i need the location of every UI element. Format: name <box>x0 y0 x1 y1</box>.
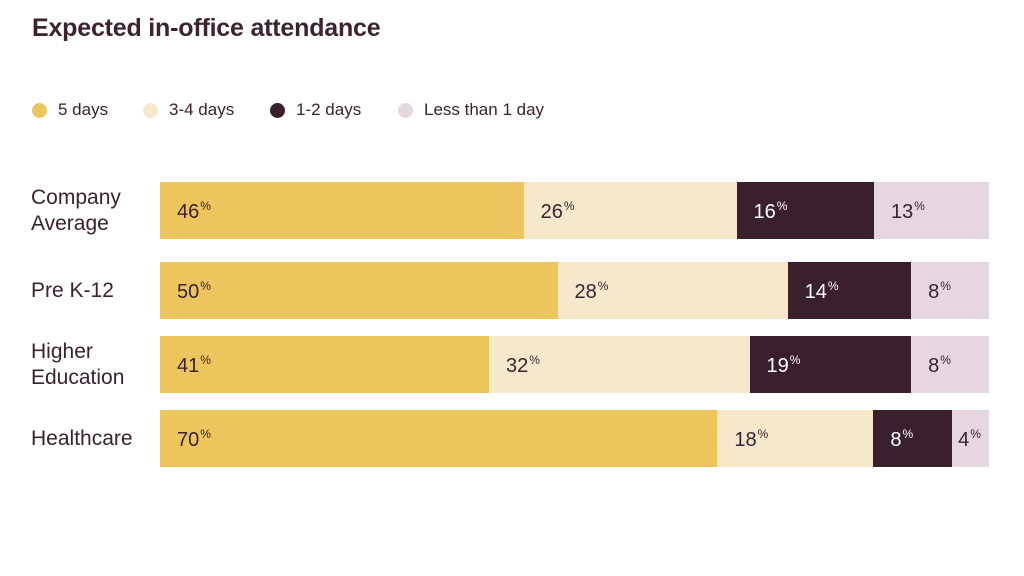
data-label: 50% <box>177 280 211 302</box>
data-label-unit: % <box>914 198 925 213</box>
bar-segment: 4% <box>952 410 989 467</box>
bar-segment: 13% <box>874 182 989 239</box>
data-label-value: 28 <box>574 280 597 303</box>
data-label: 41% <box>177 354 211 376</box>
category-label: Pre K-12 <box>31 278 114 302</box>
data-label-value: 32 <box>506 354 529 377</box>
data-label: 16% <box>754 200 788 222</box>
legend-label: Less than 1 day <box>424 100 545 119</box>
data-label-unit: % <box>529 352 540 367</box>
bar-segment: 70% <box>160 410 718 467</box>
data-label-unit: % <box>970 426 981 441</box>
data-label-value: 19 <box>766 354 789 377</box>
bar-segment: 50% <box>160 262 558 319</box>
legend-label: 3-4 days <box>169 100 235 119</box>
bar-segment: 28% <box>557 262 788 319</box>
data-label: 46% <box>177 200 211 222</box>
legend-item-1-2-days: 1-2 days <box>270 98 361 122</box>
data-label-unit: % <box>757 426 769 441</box>
bar-row: 50% 28% 14% 8% <box>160 262 989 319</box>
data-label-unit: % <box>776 198 788 213</box>
legend-item-5-days: 5 days <box>32 98 108 122</box>
data-label-unit: % <box>200 352 211 367</box>
data-label-unit: % <box>200 426 211 441</box>
data-label-unit: % <box>597 278 609 293</box>
legend-item-3-4-days: 3-4 days <box>143 98 234 122</box>
data-label-unit: % <box>200 198 211 213</box>
data-label-unit: % <box>200 278 211 293</box>
legend-label: 1-2 days <box>296 100 362 119</box>
bar-segment: 16% <box>736 182 875 239</box>
data-label-value: 13 <box>891 200 914 223</box>
data-label-value: 14 <box>804 280 827 303</box>
bar-row: 70% 18% 8% 4% <box>160 410 989 467</box>
bar-segment: 8% <box>873 410 953 467</box>
data-label: 8% <box>890 428 913 450</box>
data-label: 19% <box>767 354 801 376</box>
data-label: 18% <box>734 428 768 450</box>
data-label-value: 26 <box>540 200 563 223</box>
data-label: 28% <box>575 280 609 302</box>
bar-row: 46% 26% 16% 13% <box>160 182 989 239</box>
data-label: 13% <box>891 200 925 222</box>
data-label-value: 70 <box>177 428 200 451</box>
data-label-value: 4 <box>958 428 970 451</box>
data-label-value: 8 <box>928 354 940 377</box>
bar-segment: 18% <box>717 410 874 467</box>
legend-swatch-1-2-days <box>270 102 285 118</box>
legend-item-less-than-1-day: Less than 1 day <box>398 98 544 122</box>
data-label: 26% <box>541 200 575 222</box>
data-label-value: 16 <box>753 200 776 223</box>
legend-swatch-less-than-1-day <box>398 102 413 118</box>
data-label-value: 18 <box>734 428 757 451</box>
bar-segment: 41% <box>160 336 490 393</box>
bar-segment: 46% <box>160 182 524 239</box>
data-label: 4% <box>958 428 981 450</box>
data-label-value: 8 <box>890 428 902 451</box>
data-label-value: 46 <box>177 200 200 223</box>
category-label: Company Average <box>31 185 121 235</box>
data-label: 8% <box>928 354 951 376</box>
data-label-value: 50 <box>177 280 200 303</box>
data-label-unit: % <box>902 426 914 441</box>
legend-swatch-3-4-days <box>143 102 158 118</box>
chart-title: Expected in-office attendance <box>32 14 381 42</box>
legend-label: 5 days <box>58 100 109 119</box>
legend-swatch-5-days <box>32 102 47 118</box>
bar-segment: 19% <box>749 336 912 393</box>
data-label-unit: % <box>940 352 951 367</box>
data-label: 70% <box>177 428 211 450</box>
bar-row: 41% 32% 19% 8% <box>160 336 989 393</box>
data-label-unit: % <box>827 278 839 293</box>
data-label-unit: % <box>940 278 951 293</box>
data-label-value: 41 <box>177 354 200 377</box>
data-label: 32% <box>506 354 540 376</box>
data-label: 14% <box>805 280 839 302</box>
data-label: 8% <box>928 280 951 302</box>
category-label: Higher Education <box>31 339 125 389</box>
bar-segment: 8% <box>911 336 989 393</box>
category-label: Healthcare <box>31 426 133 450</box>
data-label-unit: % <box>789 352 801 367</box>
bar-segment: 32% <box>489 336 750 393</box>
data-label-value: 8 <box>928 280 940 303</box>
bar-segment: 14% <box>787 262 912 319</box>
bar-segment: 8% <box>911 262 989 319</box>
bar-segment: 26% <box>523 182 737 239</box>
data-label-unit: % <box>563 198 575 213</box>
